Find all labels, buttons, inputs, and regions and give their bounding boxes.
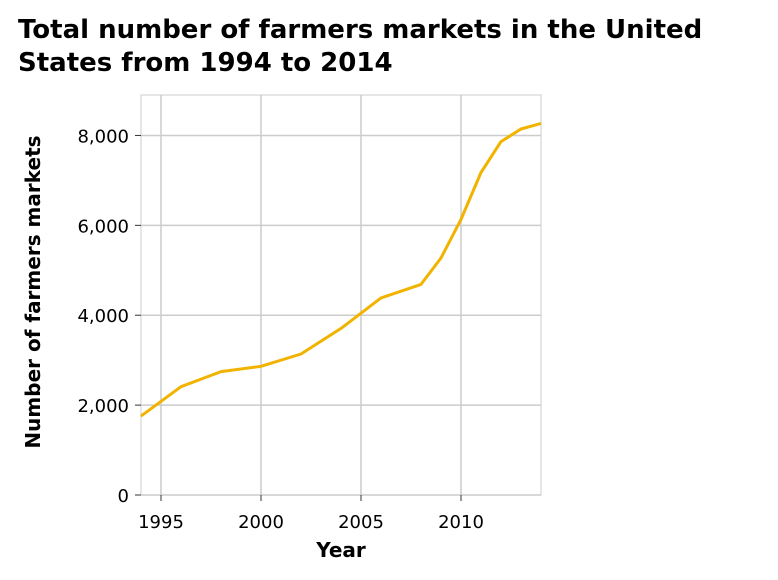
y-tick-label: 2,000 — [77, 396, 129, 417]
x-axis-label: Year — [315, 538, 366, 562]
y-axis-label: Number of farmers markets — [21, 135, 45, 448]
chart-title: Total number of farmers markets in the U… — [18, 15, 703, 78]
y-axis-ticks: 0 2,000 4,000 6,000 8,000 — [77, 126, 141, 507]
x-tick-label: 2005 — [338, 512, 384, 533]
x-tick-label: 2000 — [238, 512, 284, 533]
x-tick-label: 1995 — [138, 512, 184, 533]
series-line — [140, 121, 542, 418]
y-tick-label: 6,000 — [77, 216, 129, 237]
y-tick-label: 0 — [118, 486, 129, 507]
y-tick-label: 8,000 — [77, 126, 129, 147]
x-tick-label: 2010 — [438, 512, 484, 533]
x-axis-ticks: 1995 2000 2005 2010 — [138, 495, 484, 533]
plot-area — [140, 94, 542, 496]
grid-lines — [141, 95, 541, 496]
y-tick-label: 4,000 — [77, 306, 129, 327]
